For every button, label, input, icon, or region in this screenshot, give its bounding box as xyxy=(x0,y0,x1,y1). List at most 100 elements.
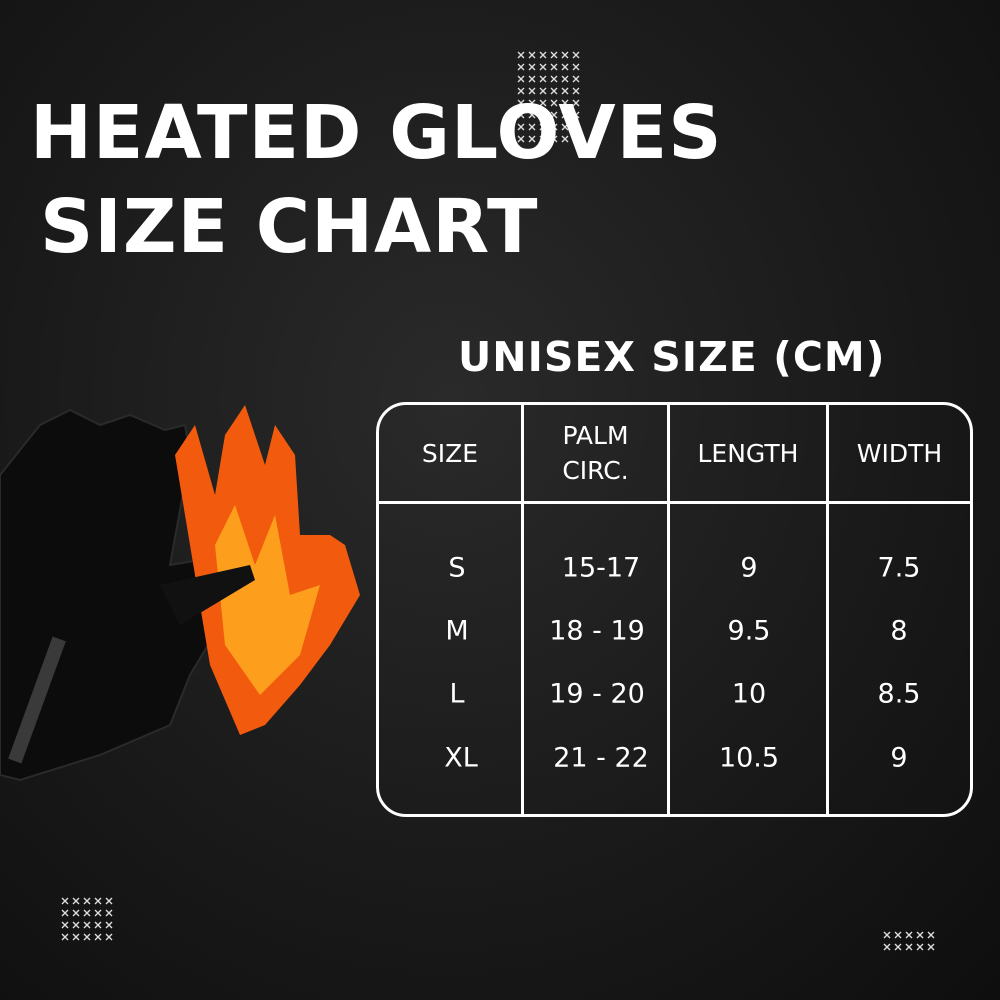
x-mark-icon xyxy=(528,123,536,131)
x-mark-icon xyxy=(528,111,536,119)
x-mark-icon xyxy=(561,75,569,83)
x-mark-icon xyxy=(528,135,536,143)
header-divider xyxy=(379,501,970,504)
table-cell: 8.5 xyxy=(877,678,921,710)
x-mark-icon xyxy=(61,933,69,941)
x-mark-icon xyxy=(72,933,80,941)
x-mark-icon xyxy=(94,909,102,917)
x-mark-icon xyxy=(94,897,102,905)
x-mark-icon xyxy=(61,897,69,905)
x-mark-icon xyxy=(550,63,558,71)
table-cell: M xyxy=(445,615,469,647)
table-cell: 15-17 xyxy=(561,552,641,584)
header-palm-circ: PALM CIRC. xyxy=(562,421,629,485)
x-mark-icon xyxy=(105,909,113,917)
size-table: SIZE PALM CIRC. LENGTH WIDTH S 15-17 9 7… xyxy=(376,402,973,817)
x-mark-icon xyxy=(572,87,580,95)
x-mark-icon xyxy=(83,909,91,917)
x-mark-icon xyxy=(105,897,113,905)
x-mark-icon xyxy=(550,75,558,83)
x-mark-icon xyxy=(572,75,580,83)
x-mark-icon xyxy=(550,99,558,107)
x-mark-icon xyxy=(83,921,91,929)
table-cell: 9 xyxy=(890,742,908,774)
page-title: HEATED GLOVES xyxy=(30,90,723,176)
x-mark-icon xyxy=(561,51,569,59)
x-mark-icon xyxy=(517,123,525,131)
table-cell: 18 - 19 xyxy=(549,615,645,647)
x-mark-icon xyxy=(72,909,80,917)
x-mark-icon xyxy=(539,135,547,143)
x-mark-icon xyxy=(517,63,525,71)
x-mark-icon xyxy=(528,99,536,107)
x-mark-icon xyxy=(528,63,536,71)
table-cell: 8 xyxy=(890,615,908,647)
x-mark-icon xyxy=(83,933,91,941)
x-mark-icon xyxy=(61,921,69,929)
table-cell: 9.5 xyxy=(727,615,771,647)
x-mark-icon xyxy=(517,135,525,143)
x-mark-icon xyxy=(572,111,580,119)
x-mark-icon xyxy=(539,99,547,107)
x-mark-icon xyxy=(539,87,547,95)
x-mark-icon xyxy=(539,75,547,83)
x-mark-icon xyxy=(894,943,902,951)
heated-gloves-image xyxy=(0,405,360,782)
x-mark-icon xyxy=(517,75,525,83)
x-mark-icon xyxy=(528,51,536,59)
x-mark-icon xyxy=(72,921,80,929)
x-mark-icon xyxy=(572,63,580,71)
x-mark-icon xyxy=(905,943,913,951)
x-mark-icon xyxy=(561,63,569,71)
flame-highlight xyxy=(215,505,320,695)
x-mark-icon xyxy=(550,51,558,59)
x-mark-icon xyxy=(550,87,558,95)
x-mark-icon xyxy=(539,111,547,119)
decorative-x-pattern xyxy=(61,897,113,941)
x-mark-icon xyxy=(517,111,525,119)
x-mark-icon xyxy=(916,943,924,951)
x-mark-icon xyxy=(105,921,113,929)
x-mark-icon xyxy=(883,943,891,951)
x-mark-icon xyxy=(539,63,547,71)
column-divider xyxy=(826,405,829,814)
x-mark-icon xyxy=(572,135,580,143)
header-length: LENGTH xyxy=(697,438,799,468)
table-cell: L xyxy=(449,678,465,710)
x-mark-icon xyxy=(561,99,569,107)
x-mark-icon xyxy=(905,931,913,939)
x-mark-icon xyxy=(528,87,536,95)
glove-thumb xyxy=(160,565,255,625)
decorative-x-pattern xyxy=(883,931,935,951)
header-width: WIDTH xyxy=(856,438,943,468)
x-mark-icon xyxy=(528,75,536,83)
x-mark-icon xyxy=(561,87,569,95)
column-divider xyxy=(521,405,524,814)
x-mark-icon xyxy=(94,921,102,929)
x-mark-icon xyxy=(572,123,580,131)
table-cell: XL xyxy=(444,742,478,774)
x-mark-icon xyxy=(927,943,935,951)
table-cell: 10 xyxy=(731,678,767,710)
x-mark-icon xyxy=(572,99,580,107)
column-divider xyxy=(667,405,670,814)
table-cell: S xyxy=(448,552,466,584)
x-mark-icon xyxy=(550,135,558,143)
x-mark-icon xyxy=(894,931,902,939)
x-mark-icon xyxy=(927,931,935,939)
glove-zipper xyxy=(8,636,66,764)
table-cell: 7.5 xyxy=(877,552,921,584)
x-mark-icon xyxy=(539,123,547,131)
header-size: SIZE xyxy=(421,438,479,468)
x-mark-icon xyxy=(83,897,91,905)
x-mark-icon xyxy=(517,87,525,95)
x-mark-icon xyxy=(539,51,547,59)
x-mark-icon xyxy=(561,123,569,131)
page-title-line2: SIZE CHART xyxy=(40,184,539,270)
x-mark-icon xyxy=(517,51,525,59)
decorative-x-pattern xyxy=(517,51,580,143)
x-mark-icon xyxy=(105,933,113,941)
x-mark-icon xyxy=(550,111,558,119)
x-mark-icon xyxy=(550,123,558,131)
x-mark-icon xyxy=(61,909,69,917)
